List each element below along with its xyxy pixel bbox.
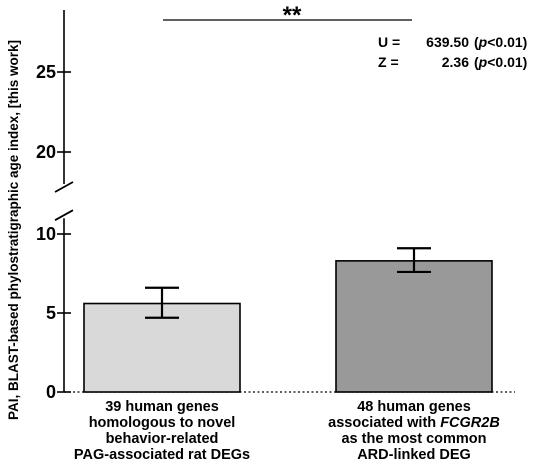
- y-axis: 0 5 10 20 25: [36, 10, 515, 402]
- stat-u-name: U =: [378, 34, 400, 50]
- y-tick-label-0: 0: [46, 382, 56, 402]
- axis-break-mark-0: [54, 181, 74, 193]
- stat-z-value: 2.36: [442, 54, 469, 70]
- stat-z-name: Z =: [378, 54, 399, 70]
- bar-1: [335, 260, 493, 393]
- category-labels: 39 human genes homologous to novel behavio…: [74, 399, 500, 463]
- y-tick-label-5: 5: [46, 303, 56, 323]
- significance-stars: **: [283, 2, 302, 29]
- y-tick-label-10: 10: [36, 224, 56, 244]
- stat-z-p: (p<0.01): [474, 54, 527, 70]
- y-tick-label-25: 25: [36, 62, 56, 82]
- bars: [83, 247, 493, 393]
- stat-u-value: 639.50: [426, 34, 469, 50]
- y-tick-label-20: 20: [36, 142, 56, 162]
- category-label-1: 48 human genes associated with FCGR2B as t…: [328, 399, 500, 463]
- category-label-0: 39 human genes homologous to novel behavio…: [74, 399, 250, 463]
- axis-break-mark-1: [54, 209, 74, 221]
- significance-bracket: **: [163, 2, 412, 29]
- stats-block: U = 639.50 (p<0.01) Z = 2.36 (p<0.01): [378, 34, 527, 70]
- y-axis-label: PAI, BLAST-based phylostratigraphic age …: [6, 40, 21, 420]
- stat-u-p: (p<0.01): [474, 34, 527, 50]
